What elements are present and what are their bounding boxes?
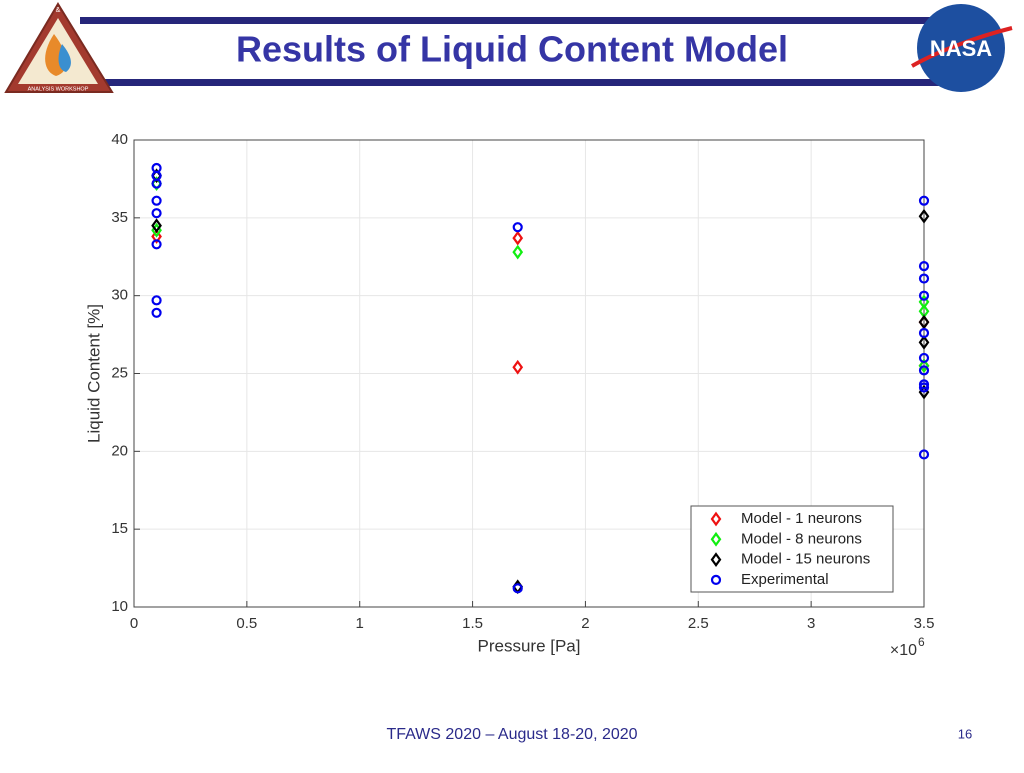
x-tick-label: 2 <box>581 615 589 632</box>
point <box>918 290 930 301</box>
chart: 0 0.5 1 1.5 2 2.5 3 3.5 10 15 20 25 30 35 40 Pressure [… <box>84 131 934 659</box>
legend-marker <box>710 511 722 527</box>
point <box>151 195 162 206</box>
x-scale-exponent: 6 <box>918 635 925 649</box>
logo-right: NASA <box>911 4 1013 92</box>
point <box>151 307 162 318</box>
y-tick-label: 35 <box>111 209 128 226</box>
point <box>918 382 930 393</box>
legend-label: Model - 15 neurons <box>741 551 870 568</box>
point <box>918 314 930 330</box>
x-tick-label: 3 <box>807 615 815 632</box>
slide-title: Results of Liquid Content Model <box>236 29 788 70</box>
point <box>151 229 162 244</box>
logo-text: & <box>56 7 61 14</box>
header-band <box>80 79 942 86</box>
legend-box <box>690 505 894 593</box>
x-tick-label: 0 <box>130 615 138 632</box>
x-tick-label: 1 <box>356 615 364 632</box>
point <box>512 230 524 246</box>
point <box>918 334 930 350</box>
y-tick-label: 20 <box>111 442 128 459</box>
point <box>151 178 162 189</box>
point <box>512 359 524 375</box>
point <box>918 195 930 206</box>
x-tick-label: 3.5 <box>914 615 935 632</box>
point <box>918 260 930 272</box>
page-number: 16 <box>958 726 972 741</box>
legend-label: Experimental <box>741 571 829 588</box>
y-axis-label: Liquid Content [%] <box>84 304 103 443</box>
x-tick-label: 1.5 <box>462 615 483 632</box>
legend-label: Model - 8 neurons <box>741 530 862 547</box>
y-tick-label: 40 <box>111 131 128 148</box>
legend-marker <box>710 552 722 567</box>
point <box>918 449 930 460</box>
point <box>918 327 930 339</box>
legend-label: Model - 1 neurons <box>741 510 862 527</box>
legend-marker <box>710 531 722 547</box>
logo-left: & THERMAL FLUIDS ANALYSIS WORKSHOP <box>4 2 114 93</box>
logo-text: ANALYSIS WORKSHOP <box>28 86 89 92</box>
point <box>151 218 162 233</box>
point <box>918 273 930 284</box>
point <box>512 244 524 260</box>
point <box>151 239 162 250</box>
x-tick-label: 2.5 <box>688 615 709 632</box>
y-tick-label: 25 <box>111 364 128 381</box>
header-band <box>80 17 942 24</box>
point <box>512 583 523 594</box>
point <box>918 208 930 224</box>
x-axis-label: Pressure [Pa] <box>478 636 581 655</box>
point <box>918 365 930 376</box>
point <box>151 208 162 219</box>
x-scale-label: ×10 <box>890 642 917 659</box>
logo-swoosh <box>911 26 1013 68</box>
logo-globe <box>917 4 1005 92</box>
y-tick-label: 10 <box>111 598 128 615</box>
x-tick-label: 0.5 <box>236 615 257 632</box>
legend-marker <box>710 574 722 586</box>
y-tick-label: 30 <box>111 287 128 304</box>
point <box>918 358 930 374</box>
logo-text: NASA <box>930 36 992 61</box>
point <box>918 352 930 364</box>
point <box>151 295 162 306</box>
point <box>512 222 523 233</box>
y-tick-label: 15 <box>111 520 128 537</box>
footer: TFAWS 2020 – August 18-20, 2020 <box>386 726 637 743</box>
logo-drop <box>58 44 71 72</box>
